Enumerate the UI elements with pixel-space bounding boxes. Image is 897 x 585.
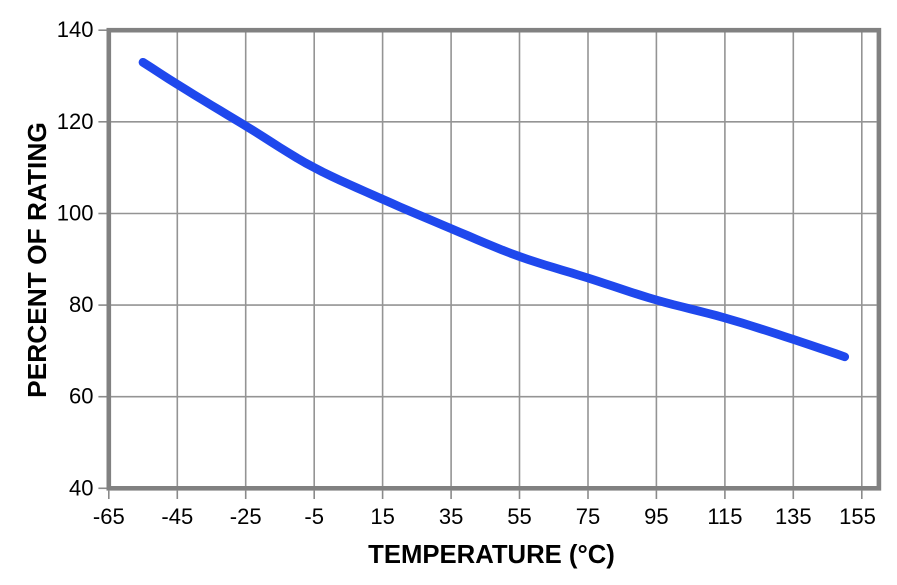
svg-text:40: 40 — [69, 475, 93, 500]
svg-text:-5: -5 — [304, 504, 324, 529]
svg-text:120: 120 — [57, 109, 94, 134]
svg-text:-25: -25 — [230, 504, 262, 529]
svg-text:PERCENT OF RATING: PERCENT OF RATING — [22, 122, 52, 398]
svg-text:-65: -65 — [93, 504, 125, 529]
svg-text:35: 35 — [439, 504, 463, 529]
svg-text:TEMPERATURE (°C): TEMPERATURE (°C) — [368, 541, 615, 569]
svg-text:-45: -45 — [161, 504, 193, 529]
svg-text:60: 60 — [69, 384, 93, 409]
svg-text:55: 55 — [507, 504, 531, 529]
svg-text:135: 135 — [775, 504, 812, 529]
svg-text:75: 75 — [576, 504, 600, 529]
svg-text:15: 15 — [370, 504, 394, 529]
svg-text:80: 80 — [69, 292, 93, 317]
svg-text:100: 100 — [57, 201, 94, 226]
svg-text:155: 155 — [839, 504, 876, 529]
svg-text:115: 115 — [707, 504, 742, 529]
svg-text:140: 140 — [57, 17, 94, 42]
svg-text:95: 95 — [644, 504, 668, 529]
